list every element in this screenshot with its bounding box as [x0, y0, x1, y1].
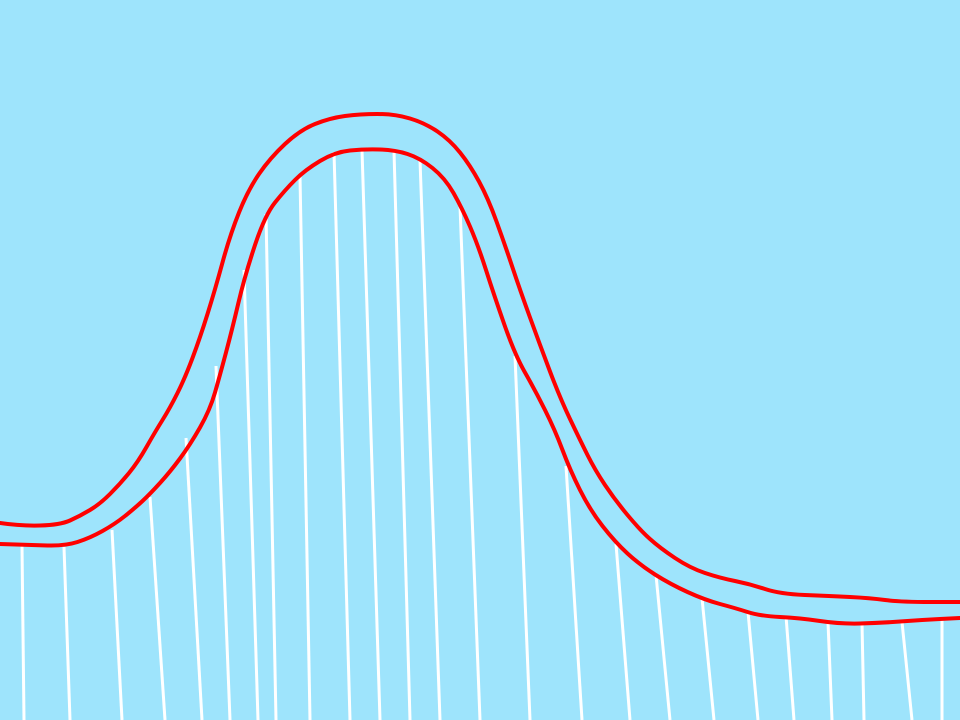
- hill-stripe: [900, 621, 914, 720]
- hill-inner-outline: [0, 147, 960, 626]
- hill-stripe: [110, 529, 124, 720]
- hill-stripe: [264, 213, 278, 720]
- hill-stripe: [360, 149, 382, 720]
- hill-stripe: [214, 365, 232, 720]
- hill-stripe: [860, 622, 866, 720]
- hill-outer-outline: [0, 112, 960, 604]
- hill-stripe: [332, 151, 352, 720]
- hill-stripes-group: [20, 149, 944, 720]
- hill-stripe: [184, 437, 204, 720]
- hill-stripe: [148, 496, 167, 720]
- hill-stripe: [614, 543, 632, 720]
- hill-stripe: [62, 546, 72, 720]
- hill-stripe: [20, 545, 26, 720]
- hill-stripe: [746, 611, 760, 720]
- hill-stripe: [564, 465, 584, 720]
- hill-stripe: [392, 150, 412, 720]
- hill-stripe: [700, 597, 716, 720]
- hill-stripe: [458, 205, 482, 720]
- hill-stripe: [513, 355, 532, 720]
- hill-stripe: [654, 574, 672, 720]
- hill-stripe: [298, 175, 312, 720]
- hill-stripe: [242, 269, 260, 720]
- hill-stripe: [826, 621, 834, 720]
- hill-stripe: [418, 159, 442, 720]
- hill-stripe: [784, 615, 796, 720]
